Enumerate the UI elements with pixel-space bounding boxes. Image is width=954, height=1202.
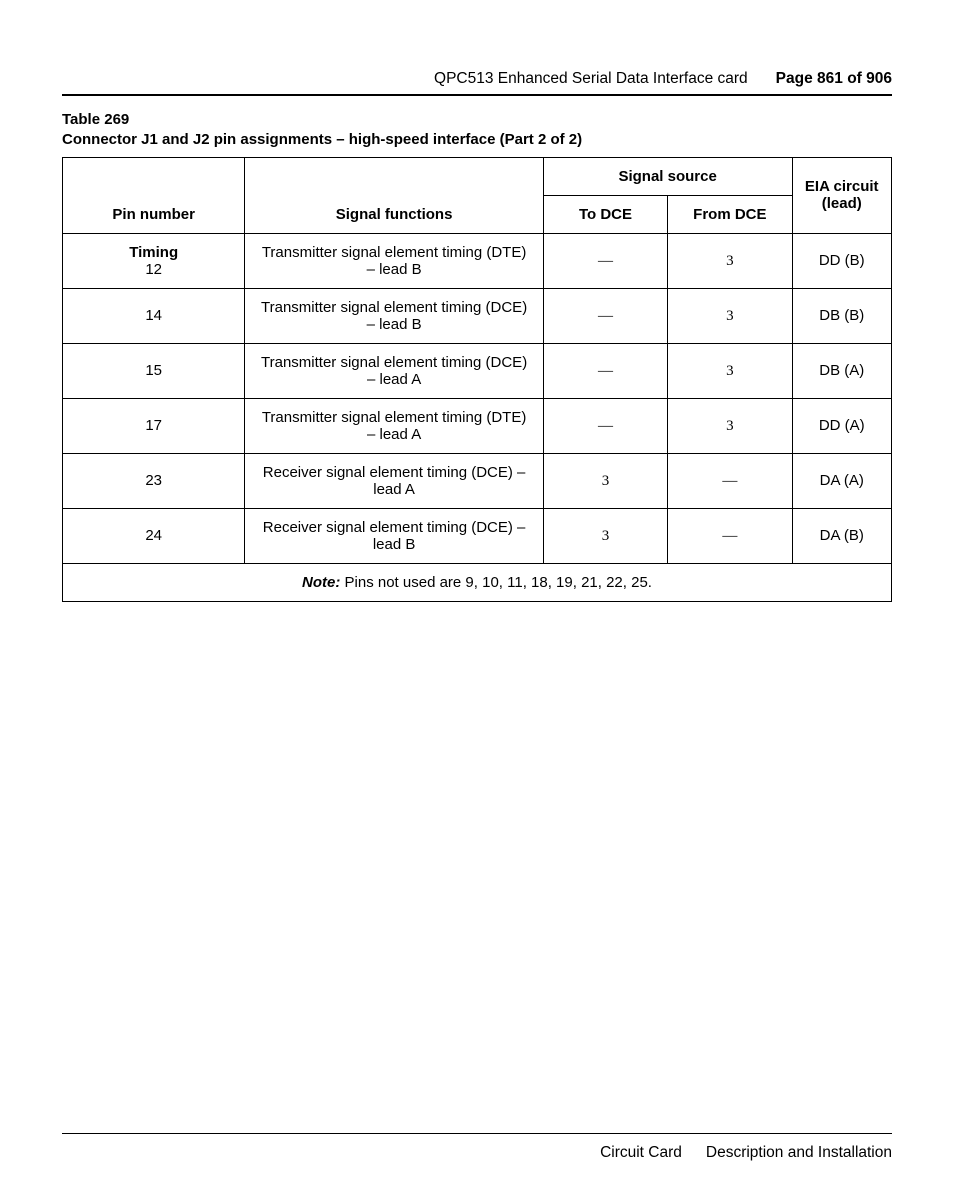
eia-value: DB (B) (792, 288, 892, 343)
note-text: Pins not used are 9, 10, 11, 18, 19, 21,… (345, 574, 652, 591)
eia-value: DD (A) (792, 398, 892, 453)
page-footer: Circuit Card Description and Installatio… (62, 1133, 892, 1162)
col-to-dce: To DCE (543, 195, 667, 233)
eia-value: DA (A) (792, 453, 892, 508)
col-signal-functions: Signal functions (245, 157, 543, 233)
pin-assignment-table: Pin number Signal functions Signal sourc… (62, 157, 892, 602)
page-header: QPC513 Enhanced Serial Data Interface ca… (62, 70, 892, 96)
table-row: 24 Receiver signal element timing (DCE) … (63, 508, 892, 563)
table-row: 14 Transmitter signal element timing (DC… (63, 288, 892, 343)
table-row: 15 Transmitter signal element timing (DC… (63, 343, 892, 398)
from-dce-value: 3 (726, 308, 734, 324)
eia-value: DB (A) (792, 343, 892, 398)
note-keyword: Note: (302, 574, 340, 591)
signal-function: Transmitter signal element timing (DCE) … (245, 288, 543, 343)
eia-value: DA (B) (792, 508, 892, 563)
to-dce-value: — (598, 418, 613, 434)
signal-function: Receiver signal element timing (DCE) – l… (245, 508, 543, 563)
footer-left: Circuit Card (600, 1144, 682, 1162)
col-pin-number: Pin number (63, 157, 245, 233)
table-row: 23 Receiver signal element timing (DCE) … (63, 453, 892, 508)
to-dce-value: 3 (602, 473, 610, 489)
pin-value: 23 (63, 453, 245, 508)
pin-value: 24 (63, 508, 245, 563)
from-dce-value: 3 (726, 363, 734, 379)
from-dce-value: — (722, 528, 737, 544)
pin-value: 14 (63, 288, 245, 343)
table-row: 17 Transmitter signal element timing (DT… (63, 398, 892, 453)
pin-value: 15 (63, 343, 245, 398)
table-note-row: Note: Pins not used are 9, 10, 11, 18, 1… (63, 563, 892, 601)
from-dce-value: — (722, 473, 737, 489)
to-dce-value: 3 (602, 528, 610, 544)
table-title: Connector J1 and J2 pin assignments – hi… (62, 131, 582, 148)
table-row: Timing 12 Transmitter signal element tim… (63, 233, 892, 288)
doc-title: QPC513 Enhanced Serial Data Interface ca… (62, 70, 748, 88)
eia-value: DD (B) (792, 233, 892, 288)
from-dce-value: 3 (726, 418, 734, 434)
col-eia-circuit: EIA circuit (lead) (792, 157, 892, 233)
signal-function: Transmitter signal element timing (DTE) … (245, 398, 543, 453)
table-number: Table 269 (62, 111, 129, 128)
col-from-dce: From DCE (668, 195, 792, 233)
to-dce-value: — (598, 253, 613, 269)
signal-function: Transmitter signal element timing (DTE) … (245, 233, 543, 288)
pin-value: 17 (63, 398, 245, 453)
section-timing: Timing (129, 244, 178, 261)
from-dce-value: 3 (726, 253, 734, 269)
footer-right: Description and Installation (706, 1144, 892, 1162)
pin-value: 12 (145, 261, 162, 278)
signal-function: Transmitter signal element timing (DCE) … (245, 343, 543, 398)
page-number: Page 861 of 906 (776, 70, 892, 88)
col-signal-source: Signal source (543, 157, 792, 195)
to-dce-value: — (598, 363, 613, 379)
table-caption: Table 269 Connector J1 and J2 pin assign… (62, 110, 892, 151)
signal-function: Receiver signal element timing (DCE) – l… (245, 453, 543, 508)
to-dce-value: — (598, 308, 613, 324)
